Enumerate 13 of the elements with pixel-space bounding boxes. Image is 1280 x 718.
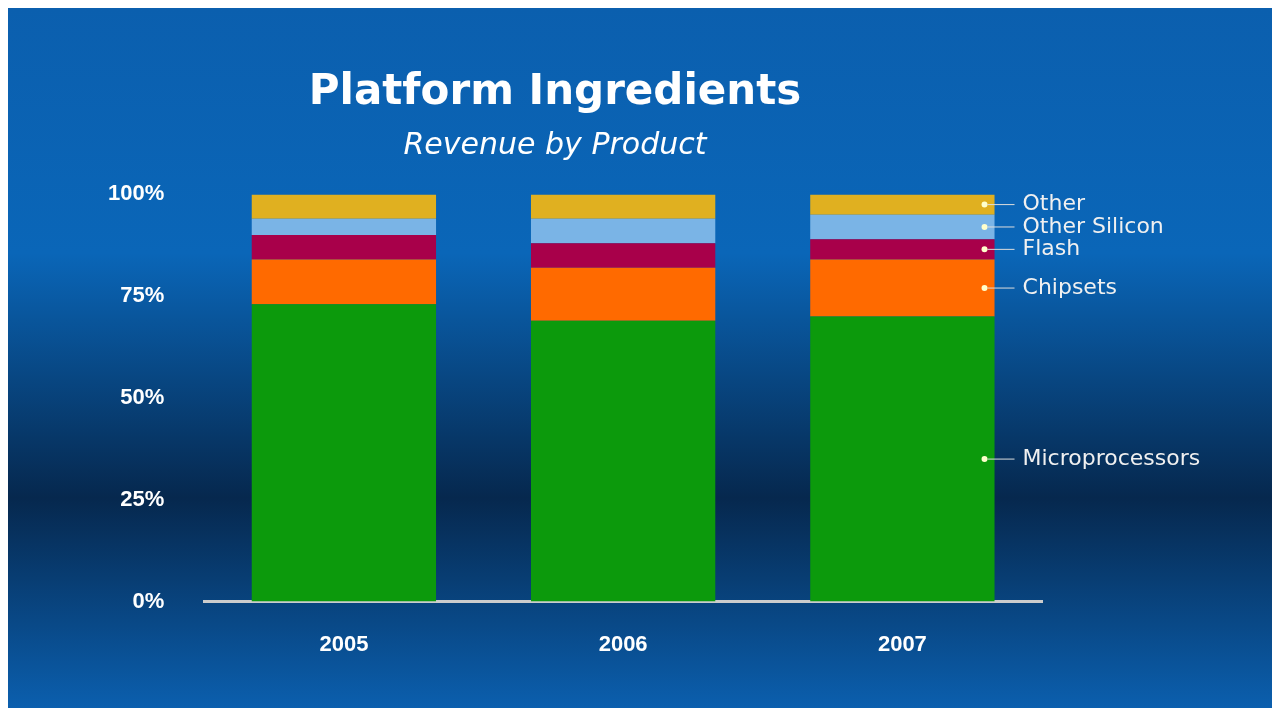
y-tick-label: 100%	[107, 180, 165, 206]
series-label: Chipsets	[1022, 273, 1117, 299]
y-tick-label: 0%	[132, 587, 165, 613]
series-label: Microprocessors	[1022, 444, 1201, 470]
x-tick-label: 2005	[319, 630, 369, 656]
y-tick-label: 50%	[120, 384, 165, 410]
y-tick-label: 25%	[120, 485, 165, 511]
chart-subtitle: Revenue by Product	[403, 126, 708, 162]
chart-title: Platform Ingredients	[308, 65, 802, 115]
x-tick-label: 2006	[598, 630, 648, 656]
y-tick-label: 75%	[120, 282, 165, 308]
series-label: Flash	[1022, 235, 1081, 261]
x-tick-label: 2007	[877, 630, 927, 656]
